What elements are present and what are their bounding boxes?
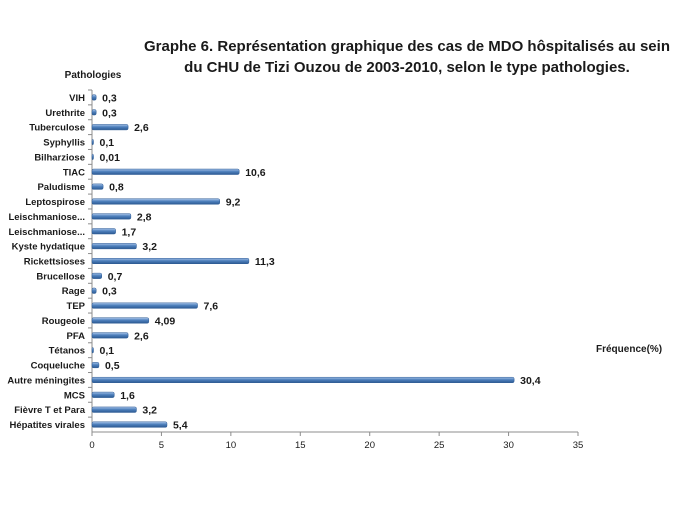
data-label: 9,2 [226,197,241,209]
bar [91,109,97,116]
bar [91,228,116,235]
bar [91,362,100,369]
category-label: PFA [67,331,86,342]
data-label: 0,3 [102,107,117,119]
bar [91,243,137,250]
x-axis-title: Fréquence(%) [596,344,662,355]
data-label: 0,1 [100,137,115,149]
bar [91,183,104,190]
data-label: 2,6 [134,330,149,342]
plot-area: 0 5 10 15 20 25 30 35 VIH 0,3 Urethrite 0,3 Tubercul… [7,89,584,451]
data-label: 30,4 [520,375,541,387]
data-label: 11,3 [255,256,275,268]
bar [91,302,198,309]
data-label: 0,01 [100,152,121,164]
data-label: 0,1 [100,345,115,357]
bar [91,272,102,279]
data-label: 1,6 [120,390,135,402]
x-tick-label: 35 [573,440,584,451]
bar [91,198,220,205]
x-tick-label: 20 [364,440,375,451]
bar [91,139,94,146]
category-label: Fièvre T et Para [14,405,85,416]
bar [91,94,97,101]
x-tick-label: 0 [89,440,94,451]
category-label: Rougeole [42,316,85,327]
x-tick-label: 15 [295,440,306,451]
category-label: Kyste hydatique [12,242,85,253]
bar [91,124,129,131]
data-label: 0,3 [102,286,117,298]
category-label: Paludisme [37,182,85,193]
data-label: 0,5 [105,360,120,372]
data-label: 7,6 [204,301,219,313]
bar [91,391,115,398]
category-label: MCS [64,390,85,401]
x-tick-label: 30 [503,440,514,451]
data-label: 3,2 [142,241,157,253]
bar [91,168,240,175]
bar [91,258,250,264]
bar [91,213,132,220]
data-label: 5,4 [173,420,188,432]
x-tick-label: 5 [159,440,164,451]
bar [91,153,94,160]
bar [91,406,137,413]
chart-title-line1: Graphe 6. Représentation graphique des c… [144,38,670,55]
category-label: TEP [67,301,86,312]
category-label: Rage [62,286,85,297]
chart-title-line2: du CHU de Tizi Ouzou de 2003-2010, selon… [184,59,630,76]
data-label: 1,7 [122,226,137,238]
category-label: Leischmaniose... [8,212,85,223]
bar [91,287,97,294]
data-label: 10,6 [245,167,266,179]
data-label: 2,6 [134,122,149,134]
category-label: Urethrite [45,108,85,119]
data-label: 0,7 [108,271,123,283]
category-label: Tétanos [49,346,85,357]
data-label: 3,2 [142,405,157,417]
category-label: Rickettsioses [24,257,85,268]
category-label: Leischmaniose... [8,227,85,238]
data-label: 0,8 [109,182,124,194]
bar [91,332,129,339]
bar [91,347,94,354]
category-label: Autre méningites [7,375,85,386]
category-label: Leptospirose [25,197,85,208]
bar [91,317,150,324]
data-label: 4,09 [155,315,176,327]
y-axis-title: Pathologies [65,70,122,81]
x-tick-label: 25 [434,440,445,451]
category-label: VIH [69,93,85,104]
data-label: 0,3 [102,92,117,104]
bar [91,421,168,428]
category-label: Syphyllis [43,138,85,149]
category-label: Tuberculose [29,123,85,134]
category-label: Bilharziose [34,152,85,163]
data-label: 2,8 [137,211,152,223]
bar [91,376,515,383]
category-label: TIAC [63,167,85,178]
x-tick-label: 10 [226,440,237,451]
category-label: Hépatites virales [9,420,85,431]
category-label: Coqueluche [31,361,85,372]
category-label: Brucellose [36,271,85,282]
